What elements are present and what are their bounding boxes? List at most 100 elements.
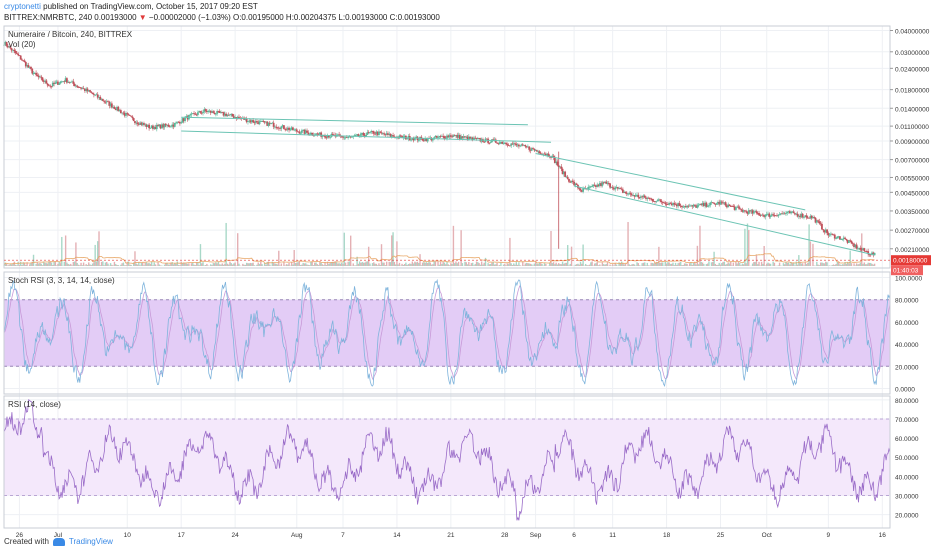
volume-bar xyxy=(722,261,724,266)
volume-bar xyxy=(475,261,478,266)
candle-body xyxy=(90,91,93,93)
candle-body xyxy=(172,124,175,127)
volume-bar xyxy=(360,262,362,266)
volume-bar xyxy=(418,262,420,266)
candle-body xyxy=(9,46,12,49)
candle-body xyxy=(855,244,858,249)
volume-bar xyxy=(287,264,289,266)
volume-bar xyxy=(629,265,632,266)
candle-body xyxy=(550,157,552,158)
candle-body xyxy=(170,126,172,128)
candle-body xyxy=(601,182,604,186)
volume-bar xyxy=(22,262,24,266)
volume-bar xyxy=(522,261,524,266)
volume-bar xyxy=(690,262,692,266)
volume-bar xyxy=(646,262,649,266)
volume-bar xyxy=(361,262,363,266)
candle-body xyxy=(387,133,389,135)
volume-bar xyxy=(375,263,378,266)
volume-bar xyxy=(364,262,366,266)
candle-body xyxy=(657,199,660,201)
volume-bar xyxy=(477,262,479,266)
author-link[interactable]: cryptonetti xyxy=(4,2,41,11)
volume-bar xyxy=(397,264,399,266)
candle-body xyxy=(659,199,662,201)
candle-body xyxy=(118,110,121,112)
price-axis-label: 0.00210000 xyxy=(895,247,930,254)
candle-body xyxy=(623,191,626,193)
volume-bar xyxy=(86,264,89,266)
candle-body xyxy=(810,215,813,219)
candle-body xyxy=(326,135,329,138)
candle-body xyxy=(189,114,192,116)
candle-body xyxy=(89,90,91,92)
candle-body xyxy=(796,213,799,217)
volume-bar xyxy=(179,265,181,266)
volume-bar xyxy=(651,262,654,266)
volume-bar xyxy=(70,263,72,266)
volume-bar xyxy=(692,262,695,266)
candle-body xyxy=(421,137,424,141)
candle-body xyxy=(561,168,564,175)
volume-bar xyxy=(705,264,708,266)
volume-bar xyxy=(558,263,560,266)
candle-body xyxy=(492,139,495,141)
volume-bar xyxy=(803,265,805,266)
volume-bar xyxy=(578,264,580,266)
volume-bar xyxy=(669,263,672,266)
volume-bar xyxy=(529,263,532,266)
volume-bar xyxy=(170,262,172,266)
candle-body xyxy=(539,153,542,155)
volume-bar xyxy=(724,264,727,266)
volume-bar xyxy=(565,262,568,266)
created-with-label: Created with xyxy=(4,537,49,546)
candle-body xyxy=(613,188,615,190)
volume-bar xyxy=(587,265,589,266)
volume-bar xyxy=(43,261,45,266)
volume-bar xyxy=(792,262,795,266)
candle-body xyxy=(207,111,210,113)
candle-body xyxy=(410,139,412,141)
volume-bar xyxy=(171,262,173,266)
volume-bar xyxy=(79,265,81,266)
volume-bar xyxy=(76,262,78,266)
volume-bar xyxy=(601,262,604,266)
candle-body xyxy=(234,117,237,118)
volume-bar xyxy=(461,263,464,266)
volume-bar xyxy=(373,262,375,266)
candle-body xyxy=(190,113,193,115)
candle-body xyxy=(150,125,153,129)
volume-bar xyxy=(90,265,93,266)
volume-bar xyxy=(249,262,252,266)
candle-body xyxy=(774,215,777,217)
volume-bar xyxy=(849,250,851,266)
candle-body xyxy=(553,157,556,164)
volume-bar xyxy=(515,262,518,266)
last-price-tag xyxy=(891,255,931,266)
time-axis-label: Aug xyxy=(291,532,303,539)
volume-bar xyxy=(748,230,750,266)
candle-body xyxy=(850,240,853,244)
candle-body xyxy=(214,113,217,115)
candle-body xyxy=(764,214,767,217)
candle-body xyxy=(136,122,139,124)
candle-body xyxy=(453,135,456,137)
candle-body xyxy=(515,143,518,146)
candle-body xyxy=(227,114,230,116)
candle-body xyxy=(380,132,383,134)
volume-bar xyxy=(55,265,58,266)
tradingview-link[interactable]: TradingView xyxy=(68,537,113,546)
candle-body xyxy=(226,114,229,117)
volume-bar xyxy=(248,263,250,266)
candle-body xyxy=(294,129,297,131)
candle-body xyxy=(751,210,754,214)
volume-bar xyxy=(308,265,311,266)
candle-body xyxy=(763,214,766,217)
volume-bar xyxy=(855,263,858,266)
volume-bar xyxy=(333,262,335,266)
volume-bar xyxy=(323,265,325,266)
candle-body xyxy=(773,215,776,216)
candle-body xyxy=(719,201,722,205)
candle-body xyxy=(704,202,706,206)
